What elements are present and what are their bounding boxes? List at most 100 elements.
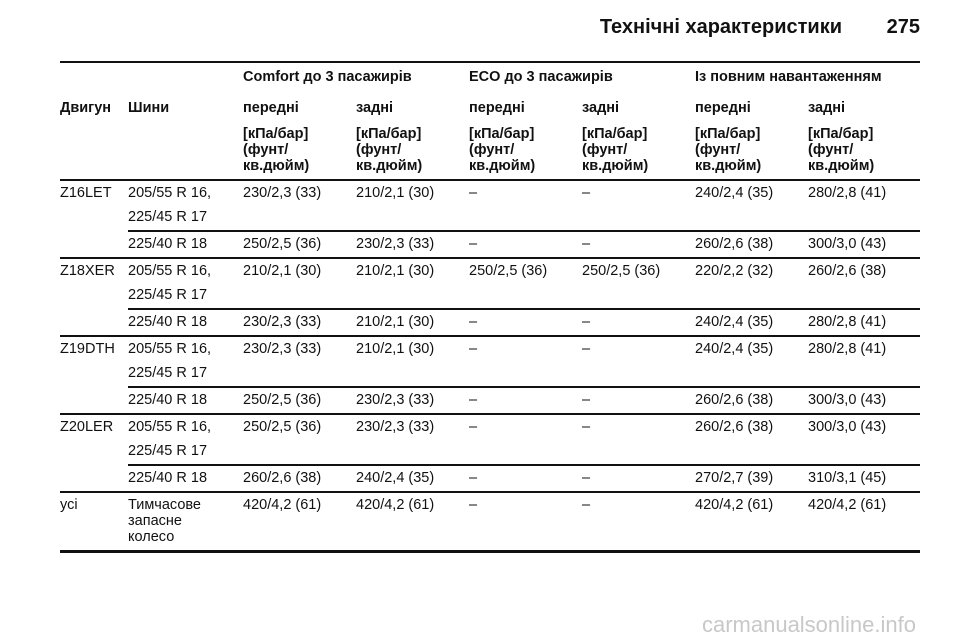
rule xyxy=(128,464,920,466)
tire-size: 225/45 R 17 xyxy=(128,443,208,459)
engine: Z18XER xyxy=(60,263,115,279)
tire-size: Тимчасове xyxy=(128,497,201,513)
rule xyxy=(60,178,920,182)
pressure: 280/2,8 (41) xyxy=(808,314,887,330)
tire-size: 225/45 R 17 xyxy=(128,365,208,381)
pressure: 230/2,3 (33) xyxy=(243,185,322,201)
pressure: 250/2,5 (36) xyxy=(243,392,322,408)
pressure: 210/2,1 (30) xyxy=(356,185,435,201)
pressure: – xyxy=(469,419,478,435)
page-number: 275 xyxy=(886,16,920,38)
pressure: 210/2,1 (30) xyxy=(243,263,322,279)
unit-label: (фунт/ xyxy=(582,142,628,158)
unit-label: [кПа/бар] xyxy=(356,126,422,142)
pressure: – xyxy=(582,185,591,201)
pressure: 250/2,5 (36) xyxy=(243,236,322,252)
column-header: задні xyxy=(356,100,394,116)
pressure: 230/2,3 (33) xyxy=(243,341,322,357)
pressure: – xyxy=(469,185,478,201)
pressure: 420/4,2 (61) xyxy=(356,497,435,513)
engine: Z16LET xyxy=(60,185,112,201)
pressure: 260/2,6 (38) xyxy=(695,419,774,435)
column-header: передні xyxy=(243,100,299,116)
pressure: 310/3,1 (45) xyxy=(808,470,887,486)
engine: усі xyxy=(60,497,78,513)
pressure: 220/2,2 (32) xyxy=(695,263,774,279)
group-header: ECO до 3 пасажирів xyxy=(469,69,613,85)
unit-label: [кПа/бар] xyxy=(469,126,535,142)
pressure: 260/2,6 (38) xyxy=(695,236,774,252)
pressure: 240/2,4 (35) xyxy=(695,185,774,201)
tire-size: 225/40 R 18 xyxy=(128,470,208,486)
unit-label: (фунт/ xyxy=(808,142,854,158)
watermark: carmanualsonline.info xyxy=(701,612,916,637)
rule xyxy=(60,413,920,415)
unit-label: (фунт/ xyxy=(356,142,402,158)
pressure: 210/2,1 (30) xyxy=(356,263,435,279)
pressure: – xyxy=(469,392,478,408)
group-header: Із повним навантаженням xyxy=(695,69,882,85)
pressure: 230/2,3 (33) xyxy=(356,236,435,252)
pressure: 300/3,0 (43) xyxy=(808,419,887,435)
rule xyxy=(60,61,920,63)
pressure: 240/2,4 (35) xyxy=(356,470,435,486)
pressure: 240/2,4 (35) xyxy=(695,314,774,330)
pressure: – xyxy=(582,341,591,357)
pressure: 230/2,3 (33) xyxy=(356,392,435,408)
unit-label: кв.дюйм) xyxy=(243,158,310,174)
rule xyxy=(60,491,920,493)
pressure: – xyxy=(582,470,591,486)
rule xyxy=(60,257,920,259)
pressure: 420/4,2 (61) xyxy=(243,497,322,513)
pressure: 250/2,5 (36) xyxy=(243,419,322,435)
page-title: Технічні характеристики xyxy=(599,16,842,38)
unit-label: [кПа/бар] xyxy=(695,126,761,142)
column-header: передні xyxy=(695,100,751,116)
pressure: – xyxy=(582,419,591,435)
pressure: – xyxy=(469,470,478,486)
unit-label: [кПа/бар] xyxy=(582,126,648,142)
tire-size: 225/40 R 18 xyxy=(128,314,208,330)
pressure: 210/2,1 (30) xyxy=(356,314,435,330)
tire-size: 205/55 R 16, xyxy=(128,341,212,357)
pressure: – xyxy=(469,236,478,252)
pressure: 280/2,8 (41) xyxy=(808,185,887,201)
unit-label: кв.дюйм) xyxy=(808,158,875,174)
pressure: 260/2,6 (38) xyxy=(243,470,322,486)
pressure: 250/2,5 (36) xyxy=(582,263,661,279)
rule xyxy=(60,549,920,553)
pressure: – xyxy=(469,341,478,357)
pressure: 230/2,3 (33) xyxy=(243,314,322,330)
column-header: задні xyxy=(582,100,620,116)
engine: Z20LER xyxy=(60,419,114,435)
column-header: Шини xyxy=(128,100,170,116)
unit-label: кв.дюйм) xyxy=(695,158,762,174)
pressure: – xyxy=(469,314,478,330)
unit-label: (фунт/ xyxy=(243,142,289,158)
unit-label: кв.дюйм) xyxy=(469,158,536,174)
pressure: 270/2,7 (39) xyxy=(695,470,774,486)
unit-label: (фунт/ xyxy=(695,142,741,158)
pressure: 260/2,6 (38) xyxy=(808,263,887,279)
tire-size: 205/55 R 16, xyxy=(128,185,212,201)
tire-size: 205/55 R 16, xyxy=(128,263,212,279)
column-header: Двигун xyxy=(60,100,112,116)
tire-size: 225/40 R 18 xyxy=(128,392,208,408)
rule xyxy=(128,308,920,310)
pressure: 420/4,2 (61) xyxy=(695,497,774,513)
engine: Z19DTH xyxy=(60,341,115,357)
pressure: – xyxy=(469,497,478,513)
pressure: 300/3,0 (43) xyxy=(808,236,887,252)
pressure: – xyxy=(582,236,591,252)
pressure: 230/2,3 (33) xyxy=(356,419,435,435)
unit-label: [кПа/бар] xyxy=(808,126,874,142)
rule xyxy=(128,386,920,388)
tire-size: колесо xyxy=(128,529,175,545)
unit-label: [кПа/бар] xyxy=(243,126,309,142)
pressure: 280/2,8 (41) xyxy=(808,341,887,357)
unit-label: (фунт/ xyxy=(469,142,515,158)
pressure: 260/2,6 (38) xyxy=(695,392,774,408)
group-header: Comfort до 3 пасажирів xyxy=(243,69,412,85)
rule xyxy=(128,230,920,232)
